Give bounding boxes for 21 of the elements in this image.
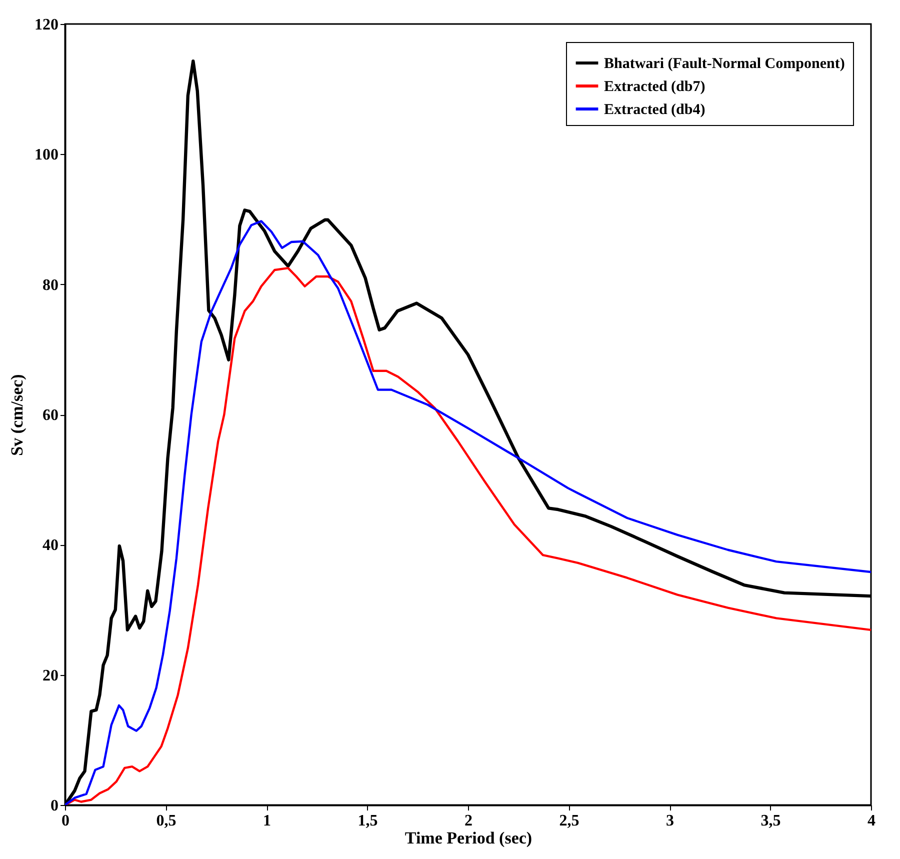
legend-label: Extracted (db7) [604,79,706,95]
x-tick-label: 0,5 [156,812,176,830]
x-tick-label: 1 [263,812,271,830]
y-tick-label: 120 [34,16,58,34]
x-tick-label: 2,5 [559,812,580,830]
y-tick-label: 40 [42,537,58,554]
y-tick-label: 80 [42,276,58,294]
legend-label: Bhatwari (Fault-Normal Component) [604,56,845,72]
legend-label: Extracted (db4) [604,102,706,118]
x-axis-title: Time Period (sec) [404,828,532,848]
y-tick-label: 100 [34,146,58,164]
y-axis-title: Sv (cm/sec) [8,374,26,456]
x-tick-label: 1,5 [358,812,378,830]
y-tick-label: 20 [42,667,58,684]
x-tick-label: 2 [464,812,472,830]
x-tick-label: 0 [62,812,70,830]
x-tick-label: 4 [868,812,876,830]
x-tick-label: 3,5 [760,812,781,830]
y-tick-label: 60 [42,407,58,424]
x-tick-label: 3 [666,812,674,830]
y-tick-label: 0 [50,798,58,814]
